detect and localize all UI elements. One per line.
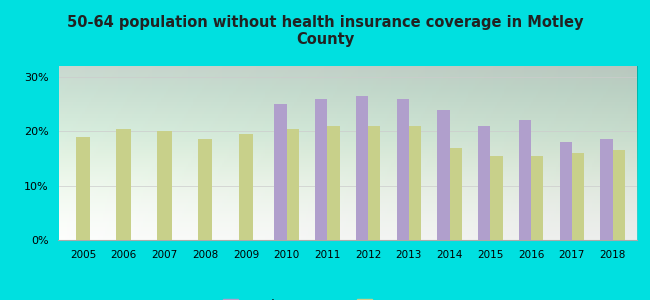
Bar — [450, 148, 461, 240]
Bar — [572, 153, 584, 240]
Bar — [157, 131, 172, 240]
Bar — [531, 156, 543, 240]
Bar — [560, 142, 572, 240]
Bar — [601, 140, 612, 240]
Bar — [356, 96, 368, 240]
Bar — [519, 120, 531, 240]
Bar — [612, 150, 625, 240]
Bar — [396, 99, 409, 240]
Text: 50-64 population without health insurance coverage in Motley
County: 50-64 population without health insuranc… — [67, 15, 583, 47]
Bar — [478, 126, 490, 240]
Bar — [116, 128, 131, 240]
Bar — [315, 99, 328, 240]
Legend: Motley County, Texas average: Motley County, Texas average — [218, 294, 477, 300]
Bar — [239, 134, 254, 240]
Bar — [437, 110, 450, 240]
Bar — [328, 126, 339, 240]
Bar — [368, 126, 380, 240]
Bar — [409, 126, 421, 240]
Bar — [198, 140, 213, 240]
Bar — [490, 156, 502, 240]
Bar — [287, 128, 299, 240]
Bar — [274, 104, 287, 240]
Bar — [75, 137, 90, 240]
